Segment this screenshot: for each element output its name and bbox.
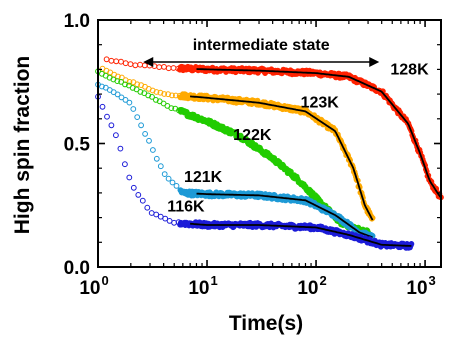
series-label: 122K (233, 127, 272, 144)
data-point (169, 179, 176, 186)
data-point (126, 174, 133, 181)
data-point (161, 91, 168, 97)
data-point (137, 61, 144, 68)
axes: 0.0 0.5 1.0 100 101 102 103 (64, 11, 442, 299)
y-tick-label: 1.0 (64, 11, 90, 32)
data-point (118, 79, 124, 85)
fit-line-123K (190, 95, 374, 221)
data-point (122, 60, 129, 67)
data-point (156, 64, 163, 70)
data-point (137, 89, 144, 95)
data-point (126, 79, 133, 85)
data-point (162, 215, 169, 222)
data-point (103, 56, 110, 63)
y-axis-title: High spin fraction (11, 56, 34, 235)
data-point (141, 62, 148, 69)
arrow-head-left (143, 56, 154, 67)
data-point (130, 184, 137, 191)
series-label: 116K (167, 198, 205, 215)
data-point (99, 103, 106, 110)
annotation-text: intermediate state (193, 37, 330, 54)
y-tick-label: 0.5 (64, 135, 91, 156)
x-tick-label: 103 (406, 273, 435, 299)
data-point (153, 97, 159, 103)
x-tick-label: 101 (188, 273, 217, 299)
data-point (117, 145, 124, 152)
data-point (114, 91, 121, 98)
data-point (165, 91, 172, 98)
fit-line-121K (196, 192, 373, 239)
data-point (157, 89, 164, 96)
series-128K (103, 56, 444, 201)
data-point (122, 81, 128, 88)
data-point (122, 161, 128, 168)
data-point (114, 78, 121, 84)
data-point (127, 61, 134, 67)
data-point (142, 131, 149, 137)
series-label: 121K (184, 169, 223, 186)
fit-line-116K (190, 222, 412, 247)
data-point (108, 122, 115, 129)
series-label: 123K (301, 95, 340, 112)
fit-line-128K (196, 68, 442, 199)
data-point (157, 163, 164, 170)
data-point (146, 137, 152, 144)
data-point (139, 197, 146, 204)
data-point (150, 147, 156, 153)
x-axis-title: Time(s) (229, 312, 303, 335)
data-point (118, 58, 124, 65)
data-point (108, 57, 115, 64)
data-point (165, 175, 172, 182)
plot-area: 128K 123K 122K 121K 116K intermediate state (95, 37, 444, 251)
intermediate-state-annotation: intermediate state (143, 37, 380, 67)
data-point (130, 106, 137, 112)
data-point (153, 211, 160, 218)
y-tick-label: 0.0 (64, 258, 90, 279)
data-point (104, 113, 110, 120)
data-point (161, 64, 167, 70)
data-point (170, 65, 177, 71)
data-point (118, 94, 125, 101)
arrow-head-right (369, 56, 380, 67)
series-123K (99, 65, 376, 222)
data-point (113, 58, 120, 65)
data-point (138, 122, 145, 129)
data-point (122, 97, 129, 103)
series-label: 128K (390, 61, 429, 78)
series-116K (95, 93, 415, 251)
series-121K (95, 81, 376, 242)
data-point (99, 83, 105, 90)
data-point (168, 105, 175, 111)
data-point (144, 204, 151, 211)
data-point (165, 65, 172, 72)
data-point (169, 92, 175, 99)
data-point (173, 183, 180, 189)
data-point (161, 171, 168, 178)
data-point (134, 114, 141, 120)
data-point (135, 192, 142, 198)
x-tick-label: 102 (297, 273, 326, 299)
data-point (126, 99, 133, 106)
data-point (149, 94, 155, 100)
data-point (153, 89, 160, 95)
data-point (132, 62, 139, 69)
data-point (153, 155, 160, 162)
x-tick-label: 100 (79, 273, 108, 299)
data-point (113, 132, 119, 139)
